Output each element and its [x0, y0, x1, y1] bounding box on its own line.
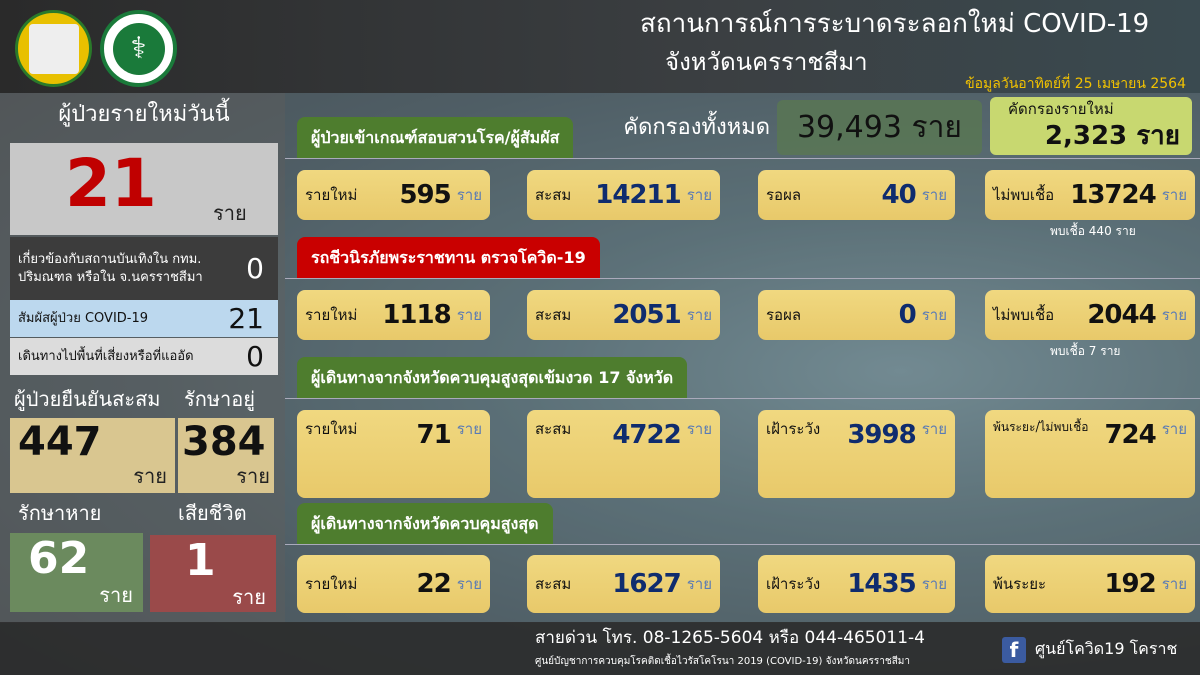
confirmed-box: 447 ราย [10, 418, 175, 493]
stat-card: พ้นระยะ 192 ราย [985, 555, 1195, 613]
today-title: ผู้ป่วยรายใหม่วันนี้ [58, 102, 230, 127]
stat-card: สะสม 14211 ราย [527, 170, 720, 220]
divider [285, 278, 1200, 279]
stat-card: รอผล 40 ราย [758, 170, 955, 220]
section-header: ผู้ป่วยเข้าเกณฑ์สอบสวนโรค/ผู้สัมผัส [297, 117, 574, 158]
hotline: สายด่วน โทร. 08-1265-5604 หรือ 044-46501… [535, 628, 925, 648]
stat-card: ไม่พบเชื้อ 2044 ราย [985, 290, 1195, 340]
stat-card: พ้นระยะ/ไม่พบเชื้อ 724 ราย [985, 410, 1195, 498]
province-seal-logo [15, 10, 92, 87]
treating-box: 384 ราย [178, 418, 274, 493]
facebook-icon[interactable]: f [1002, 637, 1026, 663]
divider [285, 544, 1200, 545]
stat-card: ไม่พบเชื้อ 13724 ราย [985, 170, 1195, 220]
section-header: ผู้เดินทางจากจังหวัดควบคุมสูงสุด [297, 503, 553, 544]
breakdown-entertainment: เกี่ยวข้องกับสถานบันเทิงใน กทม. ปริมณฑล … [10, 237, 278, 300]
stat-card: รายใหม่ 22 ราย [297, 555, 490, 613]
positive-note: พบเชื้อ 440 ราย [1050, 224, 1136, 238]
stat-card: รายใหม่ 595 ราย [297, 170, 490, 220]
stat-card: สะสม 2051 ราย [527, 290, 720, 340]
today-value: 21 [65, 145, 157, 222]
breakdown-contact: สัมผัสผู้ป่วย COVID-19 21 [10, 300, 278, 337]
stat-card: รายใหม่ 71 ราย [297, 410, 490, 498]
stat-card: เฝ้าระวัง 1435 ราย [758, 555, 955, 613]
recovered-box: 62 ราย [10, 533, 143, 612]
page-title: สถานการณ์การระบาดระลอกใหม่ COVID-19 [640, 9, 1150, 39]
today-new-cases: 21 ราย [10, 143, 278, 235]
section-header: รถชีวนิรภัยพระราชทาน ตรวจโควิด-19 [297, 237, 600, 278]
organization: ศูนย์บัญชาการควบคุมโรคติดเชื้อไวรัสโคโรน… [535, 656, 911, 667]
stat-card: รอผล 0 ราย [758, 290, 955, 340]
stat-card: รายใหม่ 1118 ราย [297, 290, 490, 340]
breakdown-travel: เดินทางไปพื้นที่เสี่ยงหรือที่แออัด 0 [10, 338, 278, 375]
confirmed-label: ผู้ป่วยยืนยันสะสม [14, 387, 161, 411]
header [0, 0, 1200, 93]
footer [0, 622, 1200, 675]
unit: ราย [213, 201, 247, 225]
deaths-box: 1 ราย [150, 535, 276, 612]
stat-card: เฝ้าระวัง 3998 ราย [758, 410, 955, 498]
divider [285, 398, 1200, 399]
screening-new-box: คัดกรองรายใหม่ 2,323 ราย [990, 97, 1192, 155]
divider [285, 158, 1200, 159]
screening-total-label: คัดกรองทั้งหมด [623, 115, 770, 140]
deaths-label: เสียชีวิต [178, 501, 247, 525]
data-date: ข้อมูลวันอาทิตย์ที่ 25 เมษายน 2564 [965, 76, 1186, 92]
section-header: ผู้เดินทางจากจังหวัดควบคุมสูงสุดเข้มงวด … [297, 357, 688, 398]
facebook-page-link[interactable]: ศูนย์โควิด19 โคราช [1035, 639, 1178, 658]
page-subtitle: จังหวัดนครราชสีมา [665, 48, 868, 76]
screening-total: 39,493 ราย [777, 100, 982, 155]
recovered-label: รักษาหาย [18, 501, 102, 525]
stat-card: สะสม 4722 ราย [527, 410, 720, 498]
public-health-office-logo: ⚕ [100, 10, 177, 87]
stat-card: สะสม 1627 ราย [527, 555, 720, 613]
positive-note: พบเชื้อ 7 ราย [1050, 344, 1121, 358]
treating-label: รักษาอยู่ [184, 387, 255, 411]
